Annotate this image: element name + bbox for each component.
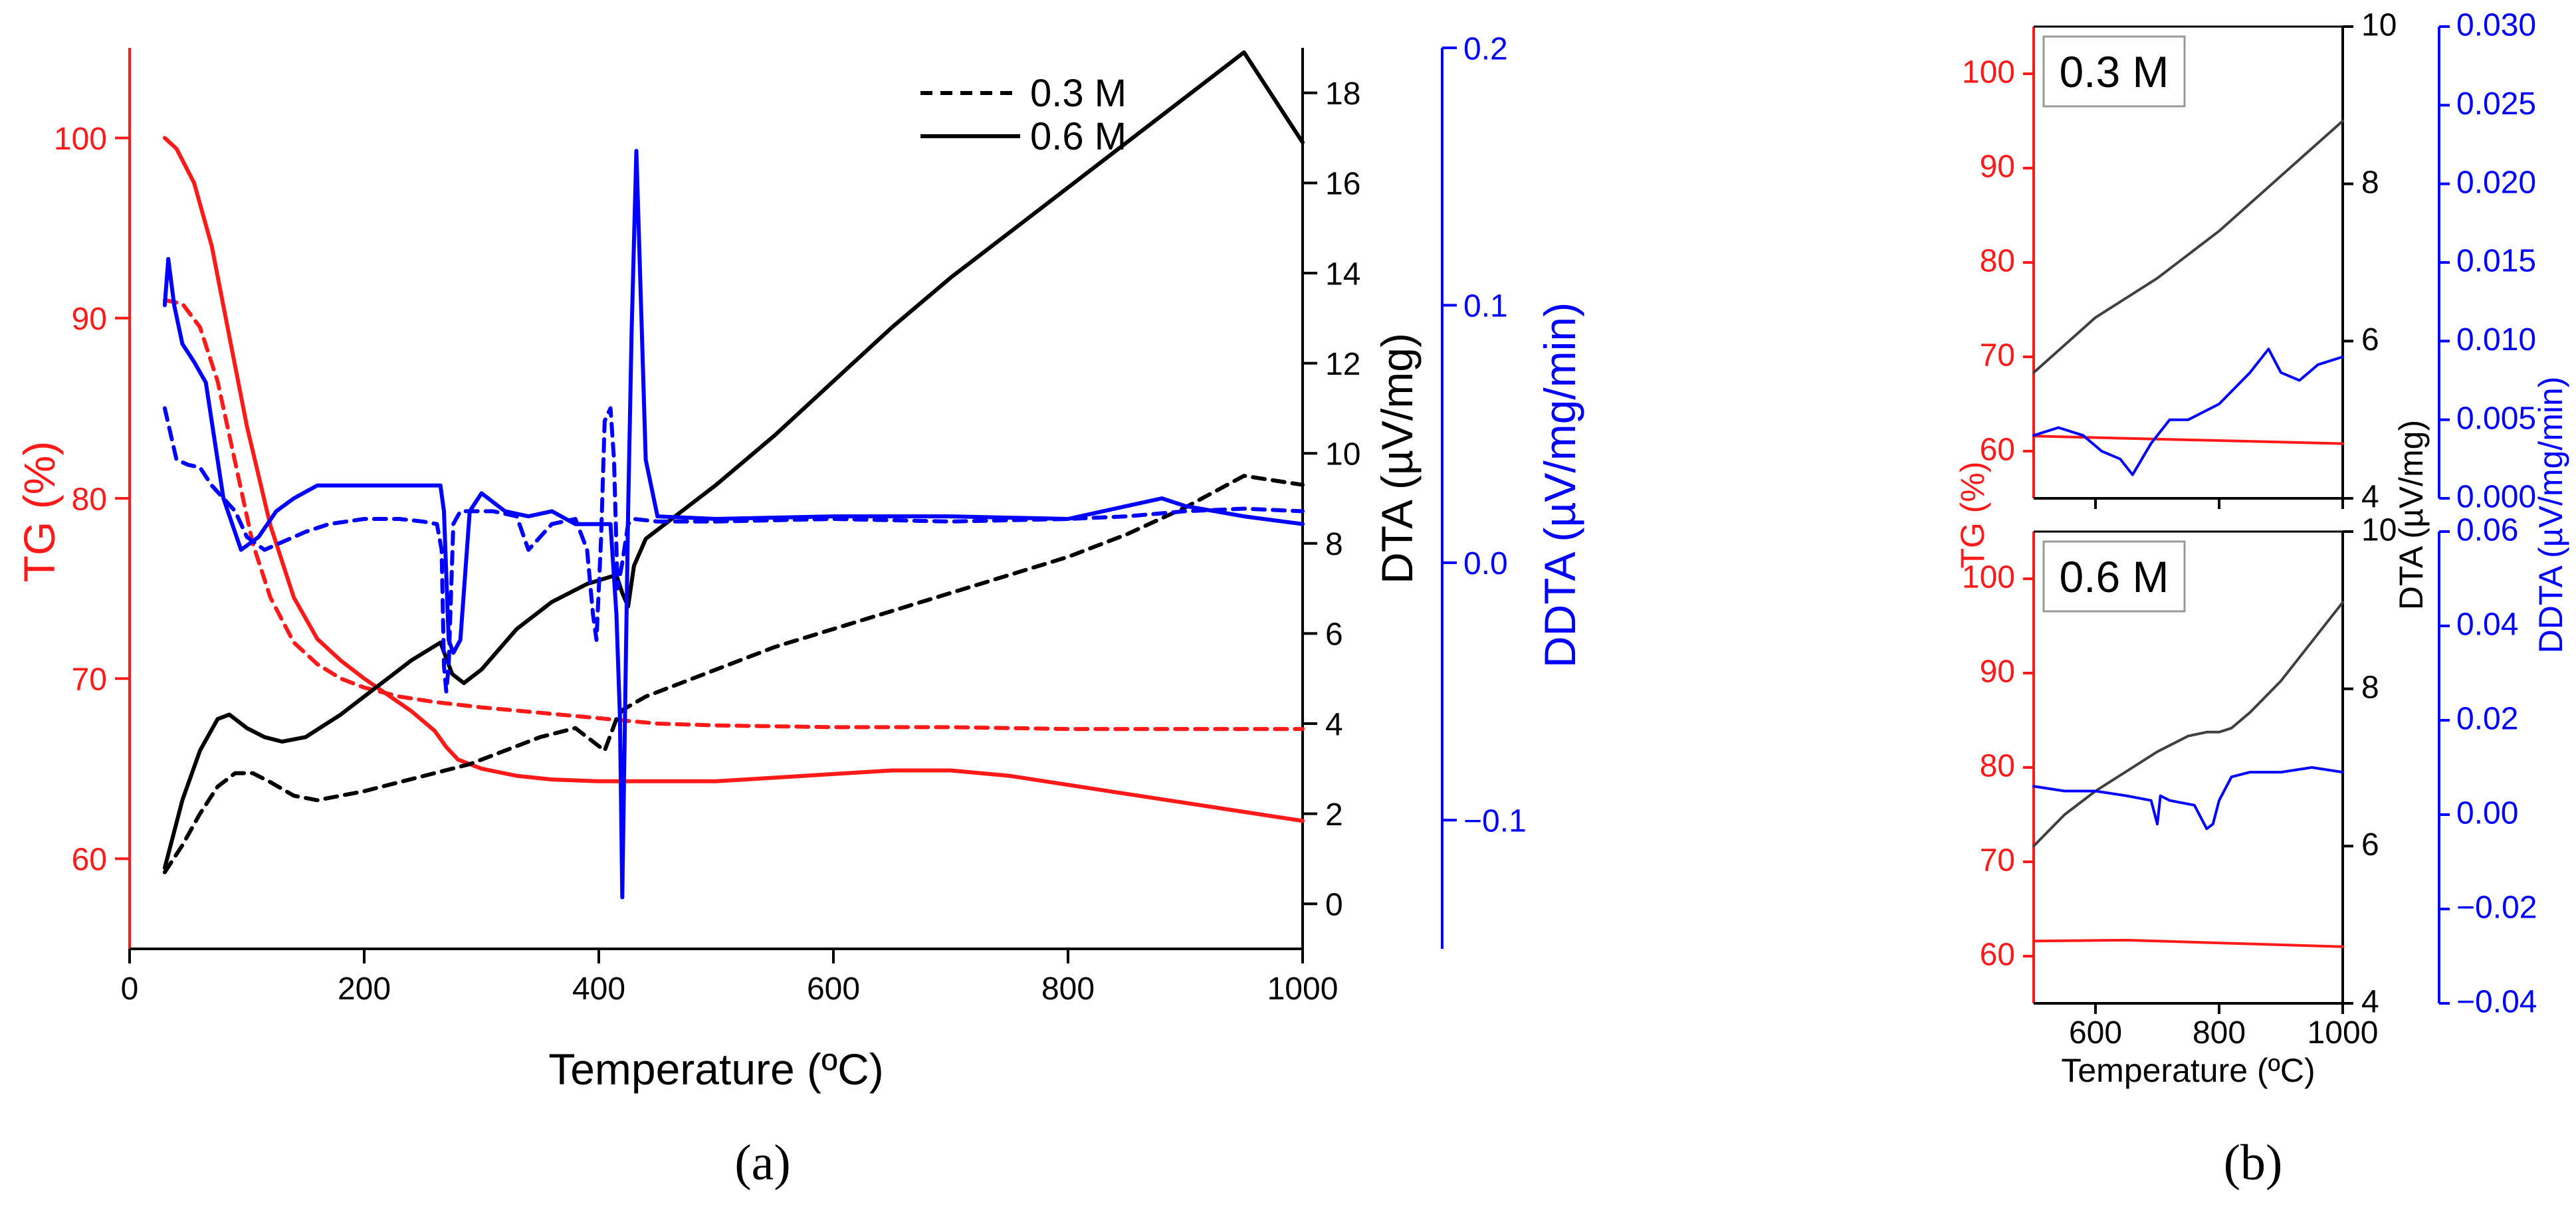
dta-tick-label: 10 xyxy=(1325,437,1360,472)
x-tick-label: 600 xyxy=(807,971,860,1007)
dta-axis-title: DTA (µV/mg) xyxy=(1372,333,1422,584)
ddta-tick-label: 0.000 xyxy=(2456,480,2536,515)
ddta-tick-label: −0.1 xyxy=(1463,804,1527,839)
caption-b: (b) xyxy=(2224,1135,2283,1191)
tg-tick-label: 60 xyxy=(1980,938,2015,973)
dta-series-dta-0-6-m xyxy=(162,50,1305,870)
ddta-tick-label: 0.015 xyxy=(2456,244,2536,279)
ddta-series-ddta xyxy=(2032,348,2344,476)
dta-tick-label: 18 xyxy=(1325,76,1360,112)
ddta-tick-label: 0.00 xyxy=(2456,796,2518,831)
dta-tick-label: 10 xyxy=(2361,8,2397,43)
tg-series-tg xyxy=(2032,435,2344,445)
ddta-series-ddta xyxy=(2032,766,2344,831)
dta-tick-label: 6 xyxy=(1325,617,1343,653)
tg-tick-label: 80 xyxy=(72,482,107,517)
dta-tick-label: 10 xyxy=(2361,513,2397,548)
dta-tick-label: 16 xyxy=(1325,167,1360,202)
tg-tick-label: 80 xyxy=(1980,749,2015,784)
x-tick-label: 1000 xyxy=(2308,1015,2379,1051)
legend-label-0.3m: 0.3 M xyxy=(1030,72,1127,115)
panel-label-box xyxy=(2042,35,2186,108)
tg-tick-label: 70 xyxy=(72,662,107,697)
panel-label-text: 0.6 M xyxy=(2059,552,2169,601)
tg-axis-title: TG (%) xyxy=(15,441,64,583)
dta-tick-label: 8 xyxy=(2361,165,2379,200)
dta-series-dta xyxy=(2032,120,2344,374)
dta-axis-title-b: DTA (µV/mg) xyxy=(2393,420,2430,610)
dta-tick-label: 2 xyxy=(1325,797,1343,833)
x-tick-label: 200 xyxy=(338,971,391,1007)
dta-series-dta xyxy=(2032,601,2344,848)
x-tick-label: 1000 xyxy=(1267,971,1339,1007)
tg-tick-label: 100 xyxy=(1962,560,2015,595)
dta-tick-label: 4 xyxy=(2361,480,2379,515)
dta-tick-label: 6 xyxy=(2361,322,2379,357)
dta-tick-label: 8 xyxy=(2361,670,2379,705)
panel-label-box xyxy=(2042,540,2186,613)
tg-tick-label: 80 xyxy=(1980,244,2015,279)
ddta-axis-title-b: DDTA (µV/mg/min) xyxy=(2532,377,2569,654)
tg-tick-label: 60 xyxy=(72,843,107,878)
tg-series-tg-0-3-m xyxy=(162,298,1305,732)
caption-a: (a) xyxy=(734,1135,790,1191)
tg-tick-label: 90 xyxy=(1980,150,2015,185)
ddta-tick-label: 0.2 xyxy=(1463,31,1508,66)
tg-tick-label: 60 xyxy=(1980,433,2015,468)
x-tick-label: 800 xyxy=(1041,971,1095,1007)
dta-tick-label: 4 xyxy=(2361,985,2379,1020)
tg-tick-label: 70 xyxy=(1980,338,2015,373)
ddta-tick-label: 0.06 xyxy=(2456,513,2518,548)
tg-tick-label: 70 xyxy=(1980,843,2015,878)
ddta-tick-label: 0.02 xyxy=(2456,702,2518,737)
ddta-series-ddta-0-3-m xyxy=(162,406,1305,694)
ddta-tick-label: 0.010 xyxy=(2456,322,2536,357)
dta-tick-label: 6 xyxy=(2361,827,2379,862)
ddta-axis-title: DDTA (µV/mg/min) xyxy=(1535,302,1584,668)
tg-tick-label: 90 xyxy=(72,302,107,337)
tg-tick-label: 100 xyxy=(1962,55,2015,90)
ddta-tick-label: −0.04 xyxy=(2456,985,2537,1020)
ddta-tick-label: 0.020 xyxy=(2456,165,2536,200)
legend-label-0.6m: 0.6 M xyxy=(1030,115,1127,158)
x-tick-label: 0 xyxy=(121,971,139,1007)
ddta-tick-label: 0.030 xyxy=(2456,8,2536,43)
ddta-tick-label: −0.02 xyxy=(2456,890,2537,926)
x-tick-label: 800 xyxy=(2193,1015,2246,1051)
dta-tick-label: 8 xyxy=(1325,527,1343,562)
dta-tick-label: 4 xyxy=(1325,707,1343,742)
dta-series-dta-0-3-m xyxy=(162,474,1305,874)
ddta-tick-label: 0.005 xyxy=(2456,401,2536,436)
x-tick-label: 400 xyxy=(572,971,625,1007)
tg-tick-label: 100 xyxy=(54,122,107,157)
tg-tick-label: 90 xyxy=(1980,654,2015,690)
tg-axis-title-b: TG (%) xyxy=(1954,461,1991,568)
tg-series-tg xyxy=(2032,938,2344,948)
x-axis-title-b: Temperature (ºC) xyxy=(2061,1052,2315,1089)
x-axis-title: Temperature (ºC) xyxy=(548,1045,884,1094)
ddta-tick-label: 0.1 xyxy=(1463,289,1508,324)
ddta-tick-label: 0.025 xyxy=(2456,86,2536,122)
dta-tick-label: 0 xyxy=(1325,887,1343,922)
ddta-series-ddta-0-6-m xyxy=(162,149,1305,900)
dta-tick-label: 14 xyxy=(1325,256,1360,292)
dta-tick-label: 12 xyxy=(1325,347,1360,382)
x-tick-label: 600 xyxy=(2069,1015,2122,1051)
ddta-tick-label: 0.04 xyxy=(2456,607,2518,643)
ddta-tick-label: 0.0 xyxy=(1463,546,1508,581)
panel-label-text: 0.3 M xyxy=(2059,47,2169,96)
